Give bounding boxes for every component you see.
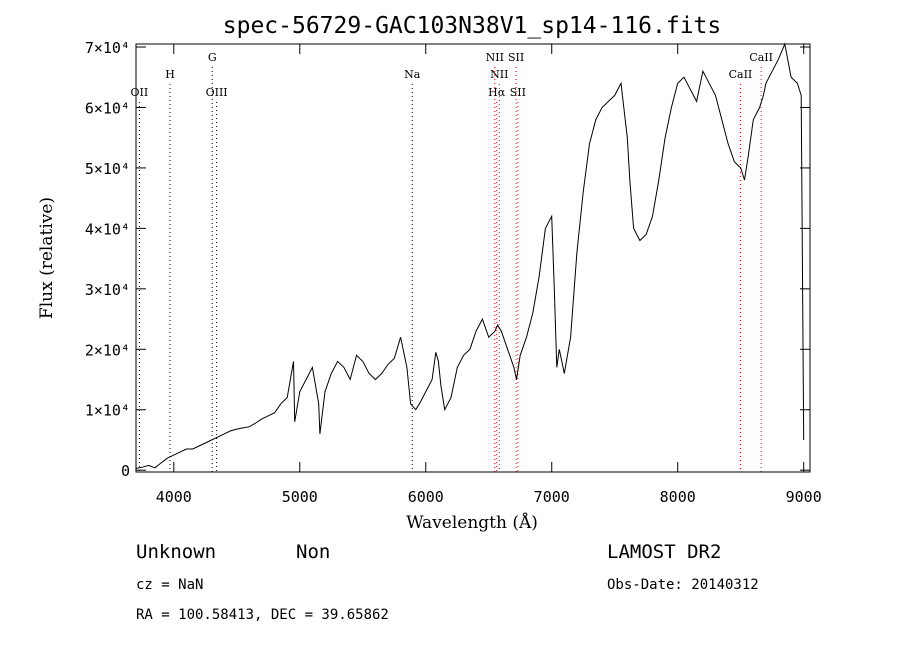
spectral-line-label: NII xyxy=(490,68,508,81)
obs-date: Obs-Date: 20140312 xyxy=(607,577,759,593)
y-tick-label: 2×10⁴ xyxy=(85,341,130,359)
spectral-line-label: OIII xyxy=(206,86,228,99)
y-tick-label: 7×10⁴ xyxy=(85,39,130,57)
object-class: Unknown xyxy=(136,541,216,563)
x-axis-label: Wavelength (Å) xyxy=(406,512,538,533)
axis-ticks: 4000 5000 6000 7000 8000 9000 0 1×10⁴ 2×10⁴ 3×10⁴… xyxy=(85,39,822,506)
spectral-line-label: CaII xyxy=(749,51,773,64)
x-tick-label: 4000 xyxy=(156,488,192,506)
spectral-line-label: Hα xyxy=(488,86,506,99)
spectral-line-label: SII xyxy=(508,51,524,64)
x-tick-label: 5000 xyxy=(282,488,318,506)
y-axis-label: Flux (relative) xyxy=(37,197,57,319)
y-tick-label: 1×10⁴ xyxy=(85,402,130,420)
spectral-line-label: OII xyxy=(131,86,149,99)
spectral-line-markers: OII H G OIII Na NII NII Hα SII SII CaII CaII xyxy=(131,51,773,472)
spectral-line-label: G xyxy=(208,51,217,64)
spectrum-line xyxy=(135,42,805,469)
x-tick-label: 6000 xyxy=(408,488,444,506)
spectral-line-label: H xyxy=(165,68,175,81)
plot-frame xyxy=(135,43,811,473)
survey-name: LAMOST DR2 xyxy=(607,541,721,563)
y-tick-label: 0 xyxy=(121,462,130,480)
coordinates-text: RA = 100.58413, DEC = 39.65862 xyxy=(136,607,389,623)
chart-title: spec-56729-GAC103N38V1_sp14-116.fits xyxy=(223,13,722,39)
y-tick-label: 3×10⁴ xyxy=(85,281,130,299)
redshift-text: cz = NaN xyxy=(136,577,203,593)
spectral-line-label: CaII xyxy=(729,68,753,81)
x-tick-label: 8000 xyxy=(660,488,696,506)
spectral-line-label: Na xyxy=(404,68,421,81)
y-tick-label: 5×10⁴ xyxy=(85,160,130,178)
object-subclass: Non xyxy=(296,541,330,563)
y-tick-label: 4×10⁴ xyxy=(85,220,130,238)
x-tick-label: 9000 xyxy=(786,488,822,506)
x-tick-label: 7000 xyxy=(534,488,570,506)
spectral-line-label: NII xyxy=(486,51,504,64)
spectral-line-label: SII xyxy=(510,86,526,99)
y-tick-label: 6×10⁴ xyxy=(85,99,130,117)
